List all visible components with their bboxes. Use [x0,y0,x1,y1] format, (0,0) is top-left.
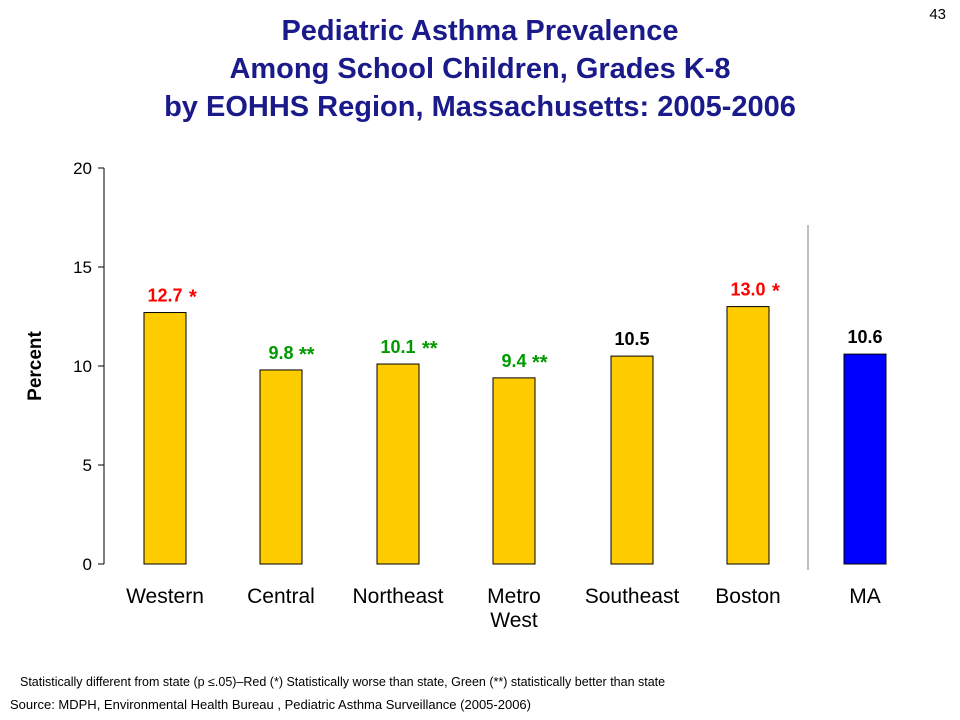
bar-4 [610,355,654,565]
bar-5 [726,306,770,565]
category-label-3: West [490,609,538,632]
significance-marker-0: * [189,287,197,309]
y-tick-label: 0 [83,555,92,574]
value-label-3: 9.4 [501,351,526,371]
significance-marker-5: * [772,281,780,303]
bar-6 [843,353,887,565]
bar-3 [492,377,536,565]
y-tick-label: 10 [73,357,92,376]
y-tick-label: 20 [73,159,92,178]
value-label-4: 10.5 [614,329,649,349]
category-label-2: Northeast [352,585,443,608]
category-label-1: Central [247,585,315,608]
y-axis-label: Percent [25,330,46,400]
value-label-6: 10.6 [847,327,882,347]
category-label-3: Metro [487,585,541,608]
bar-2 [376,363,420,565]
bar-0 [143,312,187,565]
y-tick-label: 15 [73,258,92,277]
slide-number: 43 [929,6,946,23]
title-line-3: by EOHHS Region, Massachusetts: 2005-200… [164,91,796,123]
bar-chart: 0 5 10 15 20 Percent 12.7 * Western 9.8 ** Central 1… [25,159,887,632]
source-note: Source: MDPH, Environmental Health Burea… [10,697,531,712]
category-label-6: MA [849,585,881,608]
significance-marker-2: ** [422,338,438,360]
chart-title: Pediatric Asthma Prevalence Among School… [0,12,960,126]
significance-marker-1: ** [299,344,315,366]
category-label-4: Southeast [585,585,680,608]
value-label-5: 13.0 [730,280,765,300]
y-tick-label: 5 [83,456,92,475]
significance-marker-3: ** [532,352,548,374]
title-line-1: Pediatric Asthma Prevalence [281,15,679,47]
value-label-0: 12.7 [147,286,182,306]
value-label-1: 9.8 [268,343,293,363]
category-label-5: Boston [715,585,780,608]
bar-1 [259,369,303,565]
significance-footnote: Statistically different from state (p ≤.… [20,675,666,689]
title-line-2: Among School Children, Grades K-8 [229,53,731,85]
value-label-2: 10.1 [380,337,415,357]
category-label-0: Western [126,585,204,608]
